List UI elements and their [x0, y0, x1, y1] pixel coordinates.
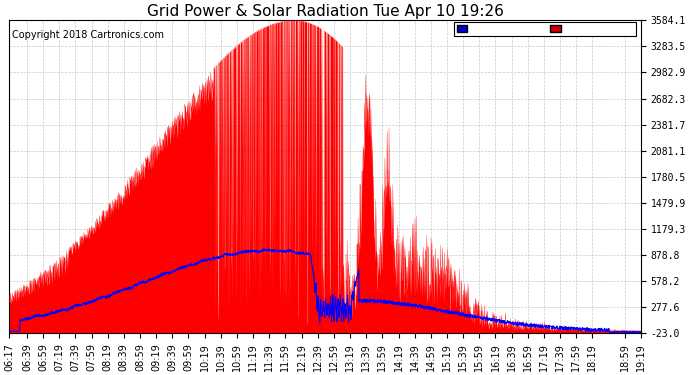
- Text: Copyright 2018 Cartronics.com: Copyright 2018 Cartronics.com: [12, 30, 164, 40]
- Legend: Radiation (w/m2), Grid (AC Watts): Radiation (w/m2), Grid (AC Watts): [454, 22, 636, 36]
- Title: Grid Power & Solar Radiation Tue Apr 10 19:26: Grid Power & Solar Radiation Tue Apr 10 …: [146, 4, 504, 19]
